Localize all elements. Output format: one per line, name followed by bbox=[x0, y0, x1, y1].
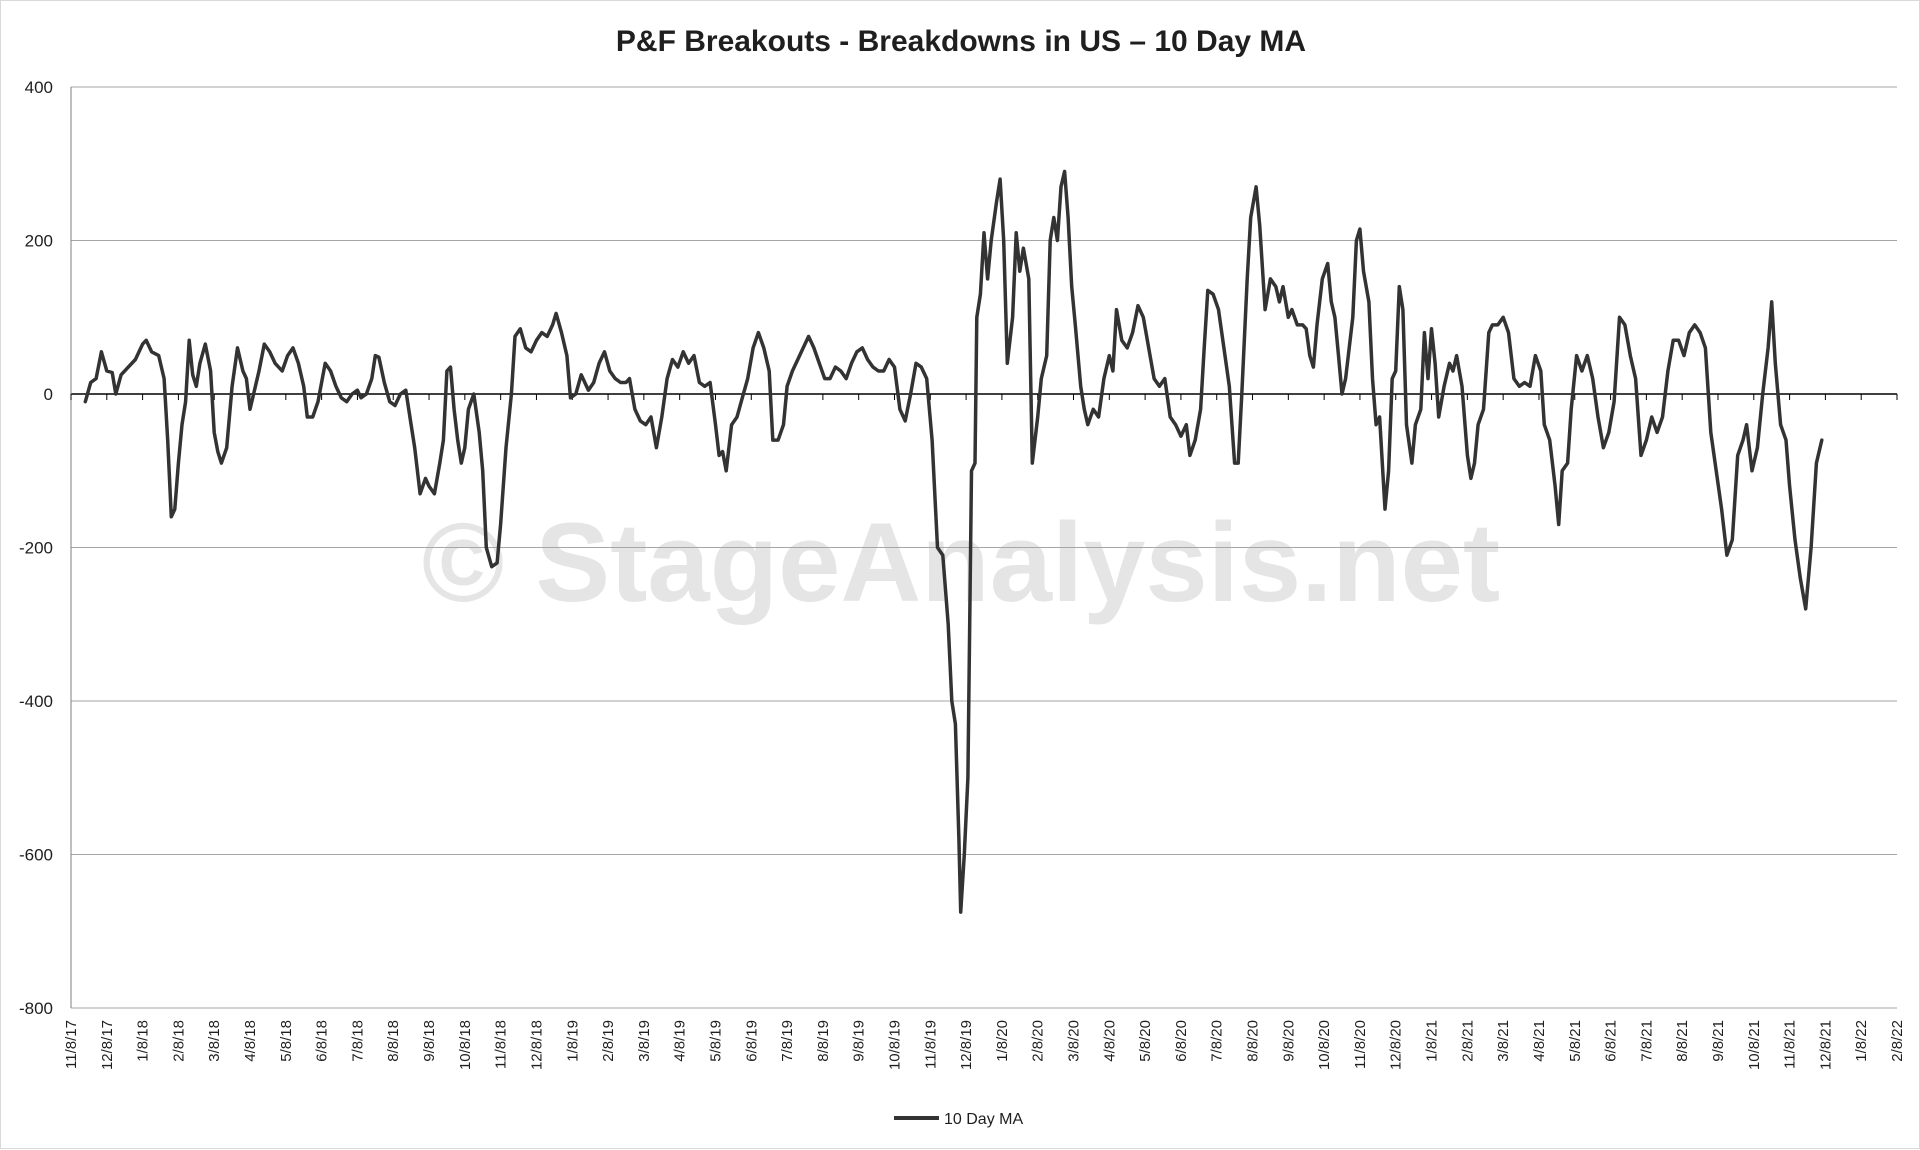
x-tick-label: 9/8/18 bbox=[421, 1020, 438, 1062]
x-tick-label: 2/8/18 bbox=[170, 1020, 187, 1062]
x-tick-label: 7/8/21 bbox=[1638, 1020, 1655, 1062]
x-tick-label: 3/8/19 bbox=[636, 1020, 653, 1062]
x-tick-label: 4/8/19 bbox=[672, 1020, 689, 1062]
x-tick-label: 4/8/21 bbox=[1531, 1020, 1548, 1062]
x-tick-label: 12/8/17 bbox=[99, 1020, 116, 1070]
series-layer bbox=[83, 169, 1824, 914]
y-tick-label: -600 bbox=[19, 846, 53, 865]
x-tick-label: 6/8/19 bbox=[743, 1020, 760, 1062]
x-tick-label: 1/8/18 bbox=[135, 1020, 152, 1062]
x-tick-label: 5/8/19 bbox=[707, 1020, 724, 1062]
x-tick-label: 5/8/20 bbox=[1137, 1020, 1154, 1062]
x-tick-label: 5/8/21 bbox=[1567, 1020, 1584, 1062]
legend: 10 Day MA bbox=[894, 1111, 1023, 1128]
x-tick-label: 3/8/20 bbox=[1066, 1020, 1083, 1062]
x-tick-label: 11/8/21 bbox=[1782, 1020, 1799, 1069]
x-tick-label: 12/8/20 bbox=[1388, 1020, 1405, 1070]
x-tick-label: 6/8/20 bbox=[1173, 1020, 1190, 1062]
x-tick-label: 9/8/20 bbox=[1280, 1020, 1297, 1062]
y-axis: 400 200 0 -200 -400 -600 -800 bbox=[19, 78, 72, 1018]
x-tick-label: 10/8/20 bbox=[1316, 1020, 1333, 1070]
x-tick-label: 4/8/20 bbox=[1101, 1020, 1118, 1062]
watermark: © StageAnalysis.net bbox=[422, 500, 1500, 625]
x-tick-label: 2/8/19 bbox=[600, 1020, 617, 1062]
x-tick-label: 10/8/18 bbox=[457, 1020, 474, 1070]
x-tick-label: 12/8/18 bbox=[528, 1020, 545, 1070]
x-tick-label: 8/8/20 bbox=[1245, 1020, 1262, 1062]
legend-label: 10 Day MA bbox=[944, 1111, 1023, 1128]
x-tick-label: 7/8/18 bbox=[349, 1020, 366, 1062]
x-tick-label: 7/8/20 bbox=[1209, 1020, 1226, 1062]
x-tick-label: 11/8/18 bbox=[493, 1020, 510, 1069]
x-tick-label: 2/8/22 bbox=[1889, 1020, 1906, 1062]
x-tick-label: 1/8/20 bbox=[994, 1020, 1011, 1062]
x-tick-label: 9/8/19 bbox=[851, 1020, 868, 1062]
y-tick-label: 200 bbox=[25, 232, 53, 251]
x-tick-label: 11/8/19 bbox=[922, 1020, 939, 1069]
x-tick-label: 6/8/18 bbox=[314, 1020, 331, 1062]
x-tick-label: 4/8/18 bbox=[242, 1020, 259, 1062]
y-tick-label: -400 bbox=[19, 692, 53, 711]
x-tick-label: 11/8/20 bbox=[1352, 1020, 1369, 1069]
x-tick-label: 2/8/21 bbox=[1459, 1020, 1476, 1062]
x-tick-label: 1/8/21 bbox=[1424, 1020, 1441, 1062]
x-tick-label: 2/8/20 bbox=[1030, 1020, 1047, 1062]
gridlines bbox=[71, 86, 1897, 1009]
x-axis: 11/8/17 12/8/17 1/8/18 2/8/18 3/8/18 4/8/18 5/… bbox=[63, 394, 1906, 1070]
y-tick-label: -200 bbox=[19, 539, 53, 558]
x-tick-label: 10/8/19 bbox=[886, 1020, 903, 1070]
chart-title: P&F Breakouts - Breakdowns in US – 10 Da… bbox=[616, 25, 1306, 58]
x-tick-label: 7/8/19 bbox=[779, 1020, 796, 1062]
series-line-10-day-ma bbox=[83, 169, 1824, 914]
x-tick-label: 8/8/19 bbox=[815, 1020, 832, 1062]
x-tick-label: 5/8/18 bbox=[278, 1020, 295, 1062]
y-tick-label: 0 bbox=[44, 385, 53, 404]
x-tick-label: 1/8/22 bbox=[1853, 1020, 1870, 1062]
x-tick-label: 3/8/18 bbox=[206, 1020, 223, 1062]
x-tick-label: 8/8/18 bbox=[385, 1020, 402, 1062]
x-tick-label: 9/8/21 bbox=[1710, 1020, 1727, 1062]
x-tick-label: 1/8/19 bbox=[564, 1020, 581, 1062]
y-tick-label: 400 bbox=[25, 78, 53, 97]
x-tick-label: 8/8/21 bbox=[1674, 1020, 1691, 1062]
x-tick-label: 3/8/21 bbox=[1495, 1020, 1512, 1062]
y-tick-label: -800 bbox=[19, 999, 53, 1018]
x-tick-label: 10/8/21 bbox=[1746, 1020, 1763, 1070]
x-tick-label: 12/8/21 bbox=[1817, 1020, 1834, 1070]
x-tick-label: 12/8/19 bbox=[958, 1020, 975, 1070]
x-tick-label: 11/8/17 bbox=[63, 1020, 80, 1069]
x-tick-label: 6/8/21 bbox=[1603, 1020, 1620, 1062]
